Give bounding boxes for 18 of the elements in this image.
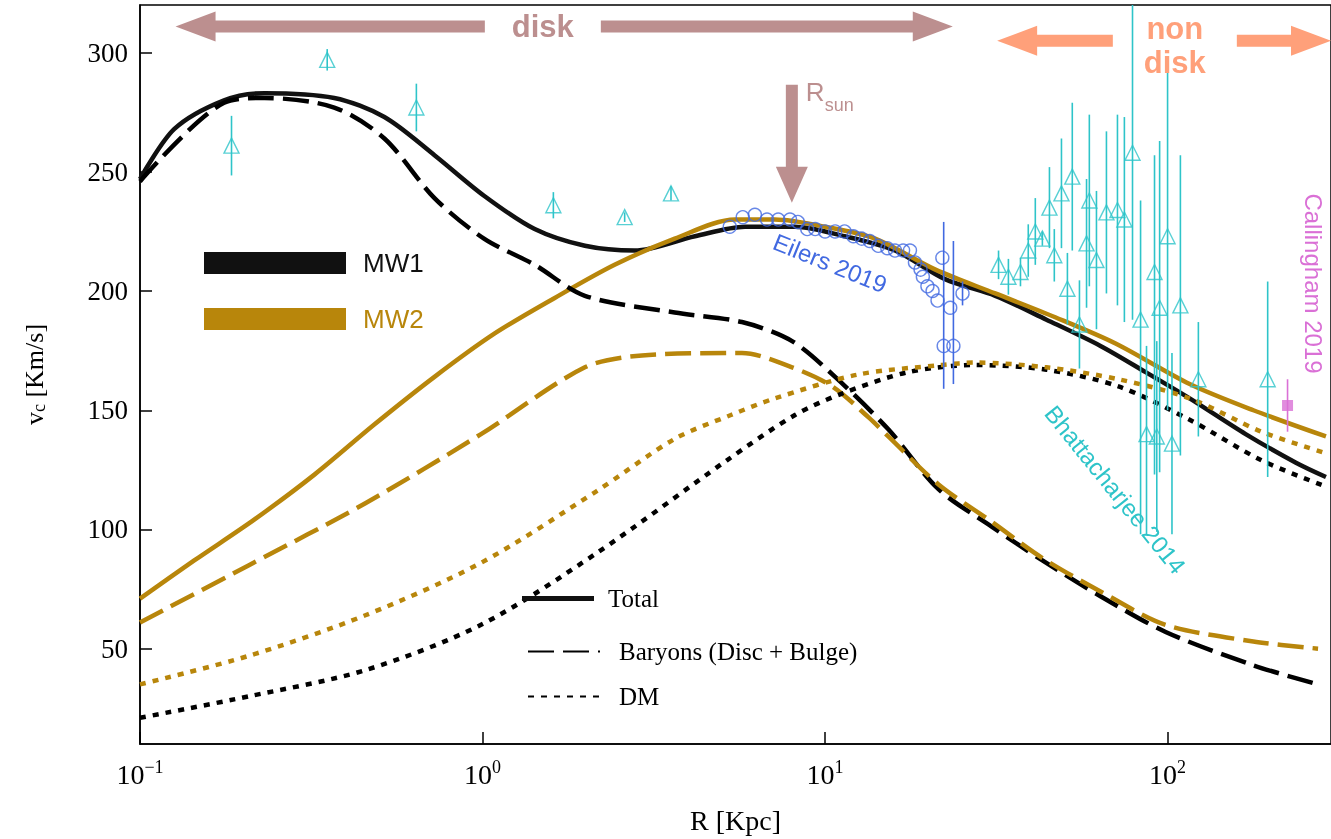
annotation: non disk [1143,10,1207,80]
y-axis-title: vc [Km/s] [19,323,49,426]
annotation: Total [608,584,660,612]
text: Eilers 2019 [769,227,891,298]
text: MW1 [363,248,424,278]
y-tick-label: 250 [87,156,128,187]
y-tick-label: 150 [87,395,128,426]
y-tick-label: 200 [87,276,128,307]
y-tick-label: 50 [101,633,128,664]
x-axis-title: R [Kpc] [690,804,781,836]
series-label: MW2 [363,304,424,334]
legend-label: Baryons (Disc + Bulge) [619,638,858,666]
y-tick-label: 100 [87,514,128,545]
text: Callingham 2019 [1300,193,1328,374]
y-tick-label: 300 [87,37,128,68]
legend-label: DM [619,683,660,710]
annotation: disk [511,8,575,44]
annotation: R$_{sun}$ [805,76,854,115]
